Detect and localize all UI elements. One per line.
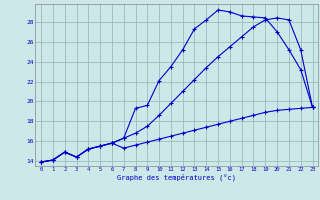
X-axis label: Graphe des températures (°c): Graphe des températures (°c) (117, 174, 236, 181)
